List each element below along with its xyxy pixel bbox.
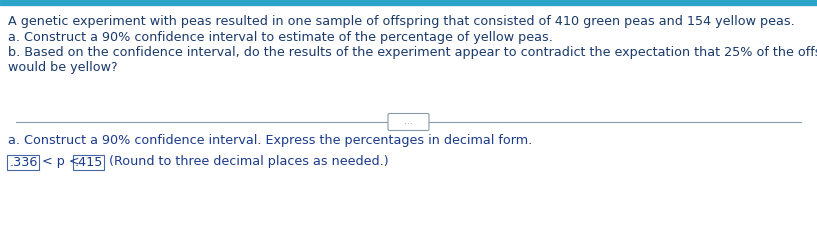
Text: a. Construct a 90% confidence interval to estimate of the percentage of yellow p: a. Construct a 90% confidence interval t… (8, 30, 553, 44)
Text: .336: .336 (9, 155, 38, 169)
FancyBboxPatch shape (74, 155, 105, 169)
Text: (Round to three decimal places as needed.): (Round to three decimal places as needed… (109, 155, 389, 169)
Text: would be yellow?: would be yellow? (8, 62, 118, 74)
FancyBboxPatch shape (388, 114, 429, 131)
Text: A genetic experiment with peas resulted in one sample of offspring that consiste: A genetic experiment with peas resulted … (8, 15, 795, 28)
Text: .415: .415 (75, 155, 103, 169)
FancyBboxPatch shape (7, 155, 39, 169)
Text: b. Based on the confidence interval, do the results of the experiment appear to : b. Based on the confidence interval, do … (8, 46, 817, 59)
Bar (0, 0, 817, 5)
Text: ...: ... (404, 117, 413, 126)
Text: a. Construct a 90% confidence interval. Express the percentages in decimal form.: a. Construct a 90% confidence interval. … (8, 134, 532, 147)
Text: < p <: < p < (42, 155, 79, 169)
